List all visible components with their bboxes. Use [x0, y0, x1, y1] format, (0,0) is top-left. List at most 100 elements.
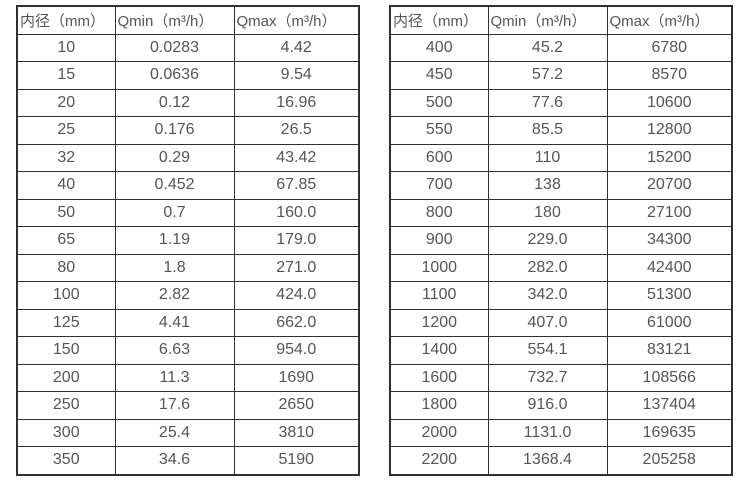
table-cell: 1.8 — [114, 253, 235, 282]
table-cell: 57.2 — [487, 61, 608, 90]
table-cell: 342.0 — [487, 281, 608, 310]
table-cell: 10 — [16, 33, 116, 62]
table-row: 2200 1368.4 205258 — [389, 446, 733, 475]
table-header-row: 内径（mm） Qmin（m³/h） Qmax（m³/h） — [389, 5, 733, 35]
table-cell: 45.2 — [487, 33, 608, 62]
table-cell: 2200 — [389, 446, 489, 475]
table-cell: 169635 — [606, 418, 733, 447]
table-row: 1200 407.0 61000 — [389, 308, 733, 337]
table-cell: 0.176 — [114, 116, 235, 145]
table-cell: 26.5 — [233, 116, 360, 145]
table-cell: 554.1 — [487, 336, 608, 365]
table-cell: 6780 — [606, 33, 733, 62]
table-cell: 400 — [389, 33, 489, 62]
table-cell: 0.0636 — [114, 61, 235, 90]
table-cell: 0.0283 — [114, 33, 235, 62]
table-row: 1800 916.0 137404 — [389, 391, 733, 420]
table-row: 350 34.6 5190 — [16, 446, 360, 475]
table-cell: 32 — [16, 143, 116, 172]
table-row: 300 25.4 3810 — [16, 418, 360, 447]
table-cell: 1368.4 — [487, 446, 608, 475]
table-row: 900 229.0 34300 — [389, 226, 733, 255]
flow-table-small-diameters: 内径（mm） Qmin（m³/h） Qmax（m³/h） 10 0.0283 4.4… — [16, 5, 360, 476]
table-header-row: 内径（mm） Qmin（m³/h） Qmax（m³/h） — [16, 5, 360, 35]
table-cell: 51300 — [606, 281, 733, 310]
table-cell: 282.0 — [487, 253, 608, 282]
table-row: 1400 554.1 83121 — [389, 336, 733, 365]
table-cell: 15200 — [606, 143, 733, 172]
table-cell: 1000 — [389, 253, 489, 282]
table-row: 800 180 27100 — [389, 198, 733, 227]
table-cell: 20700 — [606, 171, 733, 200]
table-cell: 5190 — [233, 446, 360, 475]
table-cell: 550 — [389, 116, 489, 145]
table-cell: 67.85 — [233, 171, 360, 200]
table-row: 1100 342.0 51300 — [389, 281, 733, 310]
column-header-diameter: 内径（mm） — [16, 5, 116, 35]
table-cell: 50 — [16, 198, 116, 227]
table-cell: 108566 — [606, 363, 733, 392]
table-cell: 34300 — [606, 226, 733, 255]
table-cell: 424.0 — [233, 281, 360, 310]
flow-table-large-diameters: 内径（mm） Qmin（m³/h） Qmax（m³/h） 400 45.2 6780… — [389, 5, 733, 476]
table-cell: 25 — [16, 116, 116, 145]
table-cell: 2650 — [233, 391, 360, 420]
table-cell: 229.0 — [487, 226, 608, 255]
table-cell: 954.0 — [233, 336, 360, 365]
table-cell: 65 — [16, 226, 116, 255]
table-cell: 43.42 — [233, 143, 360, 172]
table-cell: 61000 — [606, 308, 733, 337]
table-cell: 662.0 — [233, 308, 360, 337]
table-row: 550 85.5 12800 — [389, 116, 733, 145]
table-cell: 3810 — [233, 418, 360, 447]
table-row: 125 4.41 662.0 — [16, 308, 360, 337]
table-cell: 271.0 — [233, 253, 360, 282]
table-cell: 179.0 — [233, 226, 360, 255]
table-cell: 1690 — [233, 363, 360, 392]
table-cell: 300 — [16, 418, 116, 447]
table-cell: 1600 — [389, 363, 489, 392]
table-row: 450 57.2 8570 — [389, 61, 733, 90]
table-row: 25 0.176 26.5 — [16, 116, 360, 145]
table-cell: 407.0 — [487, 308, 608, 337]
table-row: 65 1.19 179.0 — [16, 226, 360, 255]
table-cell: 1200 — [389, 308, 489, 337]
table-cell: 1131.0 — [487, 418, 608, 447]
column-header-qmax: Qmax（m³/h） — [606, 5, 733, 35]
table-cell: 17.6 — [114, 391, 235, 420]
table-row: 500 77.6 10600 — [389, 88, 733, 117]
table-cell: 80 — [16, 253, 116, 282]
table-cell: 16.96 — [233, 88, 360, 117]
table-row: 32 0.29 43.42 — [16, 143, 360, 172]
table-cell: 137404 — [606, 391, 733, 420]
table-cell: 1800 — [389, 391, 489, 420]
table-row: 10 0.0283 4.42 — [16, 33, 360, 62]
table-row: 400 45.2 6780 — [389, 33, 733, 62]
table-cell: 0.29 — [114, 143, 235, 172]
table-cell: 700 — [389, 171, 489, 200]
table-cell: 0.12 — [114, 88, 235, 117]
table-cell: 350 — [16, 446, 116, 475]
table-cell: 180 — [487, 198, 608, 227]
table-row: 15 0.0636 9.54 — [16, 61, 360, 90]
table-cell: 205258 — [606, 446, 733, 475]
table-row: 600 110 15200 — [389, 143, 733, 172]
table-row: 20 0.12 16.96 — [16, 88, 360, 117]
table-cell: 77.6 — [487, 88, 608, 117]
table-cell: 110 — [487, 143, 608, 172]
table-cell: 1.19 — [114, 226, 235, 255]
table-row: 2000 1131.0 169635 — [389, 418, 733, 447]
table-cell: 2.82 — [114, 281, 235, 310]
column-header-qmin: Qmin（m³/h） — [114, 5, 235, 35]
table-cell: 150 — [16, 336, 116, 365]
table-row: 40 0.452 67.85 — [16, 171, 360, 200]
table-cell: 9.54 — [233, 61, 360, 90]
table-cell: 11.3 — [114, 363, 235, 392]
table-row: 150 6.63 954.0 — [16, 336, 360, 365]
column-header-qmax: Qmax（m³/h） — [233, 5, 360, 35]
table-cell: 100 — [16, 281, 116, 310]
table-cell: 4.41 — [114, 308, 235, 337]
table-row: 1000 282.0 42400 — [389, 253, 733, 282]
table-cell: 0.7 — [114, 198, 235, 227]
